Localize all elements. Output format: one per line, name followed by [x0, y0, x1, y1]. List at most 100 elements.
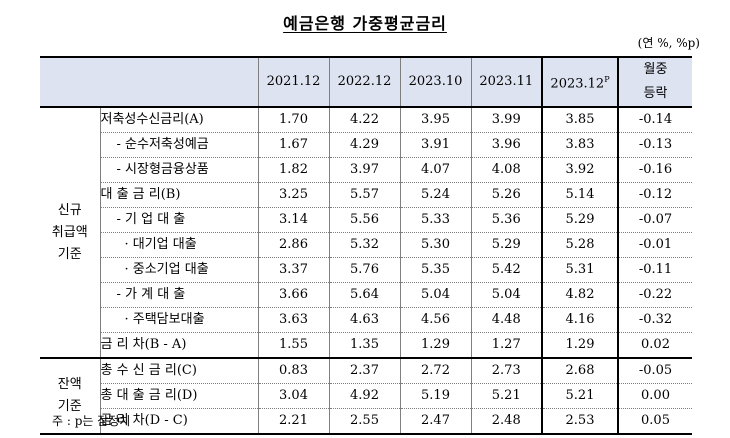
- value-cell: 2.86: [257, 232, 329, 258]
- value-cell: 5.56: [328, 207, 400, 233]
- value-cell: 4.29: [328, 132, 400, 158]
- value-cell: 5.04: [470, 282, 542, 308]
- value-cell: 5.42: [470, 257, 542, 283]
- value-cell: 2.55: [328, 408, 400, 435]
- change-cell: -0.22: [617, 282, 692, 308]
- value-cell-highlight: 1.29: [541, 332, 619, 359]
- value-cell: 1.29: [399, 332, 471, 359]
- value-cell: 4.08: [470, 157, 542, 183]
- value-cell: 5.04: [399, 282, 471, 308]
- group-label-line: 기준: [57, 399, 82, 414]
- value-cell: 1.55: [257, 332, 329, 359]
- table-row: 신규 취급액 기준 저축성수신금리(A) 1.70 4.22 3.95 3.99 3.85 -0.…: [40, 107, 692, 359]
- row-label: 저축성수신금리(A): [99, 107, 258, 133]
- header-corner: [40, 56, 258, 108]
- change-cell: 0.00: [617, 383, 692, 409]
- value-cell: 5.30: [399, 232, 471, 258]
- table-body: 신규 취급액 기준 저축성수신금리(A) 1.70 4.22 3.95 3.99 3.85 -0.…: [40, 107, 692, 435]
- change-cell: -0.05: [617, 358, 692, 384]
- header-row: 2021.12 2022.12 2023.10 2023.11 2023.12P…: [40, 56, 692, 108]
- change-cell: 0.02: [617, 332, 692, 359]
- table-title-text: 예금은행 가중평균금리: [283, 14, 447, 33]
- change-cell: -0.01: [617, 232, 692, 258]
- value-cell: 3.04: [257, 383, 329, 409]
- value-cell: 5.35: [399, 257, 471, 283]
- group-label-line: 기준: [57, 246, 82, 262]
- table-row: 잔액 기준 총 수 신 금 리(C) 0.83 2.37 2.72 2.73 2.68 -0.0…: [40, 358, 692, 435]
- value-cell: 4.07: [399, 157, 471, 183]
- value-cell: 3.63: [257, 307, 329, 333]
- change-cell: -0.16: [617, 157, 692, 183]
- row-label: 대 출 금 리(B): [99, 182, 258, 208]
- value-cell: 5.24: [399, 182, 471, 208]
- table-row: · 중소기업 대출 3.37 5.76 5.35 5.42 5.31 -0.11: [40, 257, 692, 283]
- table-row: 금 리 차(D - C) 2.21 2.55 2.47 2.48 2.53 0.05: [40, 408, 692, 435]
- value-cell: 1.82: [257, 157, 329, 183]
- table-row: 금 리 차(B - A) 1.55 1.35 1.29 1.27 1.29 0.02: [40, 332, 692, 359]
- value-cell: 3.95: [399, 107, 471, 133]
- value-cell: 5.29: [470, 232, 542, 258]
- value-cell: 4.63: [328, 307, 400, 333]
- value-cell: 1.70: [257, 107, 329, 133]
- table-title: 예금은행 가중평균금리: [0, 10, 730, 34]
- table-row: 총 대 출 금 리(D) 3.04 4.92 5.19 5.21 5.21 0.00: [40, 383, 692, 409]
- value-cell: 2.21: [257, 408, 329, 435]
- value-cell: 5.32: [328, 232, 400, 258]
- row-label: 총 수 신 금 리(C): [99, 358, 258, 384]
- interest-rate-table: 2021.12 2022.12 2023.10 2023.11 2023.12P…: [40, 56, 692, 435]
- group-label-line: 신규: [57, 202, 82, 218]
- group-label-line: 취급액: [51, 224, 88, 240]
- footnote: 주 : p는 잠정치: [52, 414, 131, 428]
- table-row: - 시장형금융상품 1.82 3.97 4.07 4.08 3.92 -0.16: [40, 157, 692, 183]
- value-cell: 3.96: [470, 132, 542, 158]
- value-cell: 2.72: [399, 358, 471, 384]
- value-cell-highlight: 5.21: [541, 383, 619, 409]
- value-cell-highlight: 5.14: [541, 182, 619, 208]
- value-cell: 1.35: [328, 332, 400, 359]
- header-change-line1: 월중: [643, 62, 668, 77]
- unit-label: (연 %, %p): [637, 36, 700, 50]
- row-label: - 가 계 대 출: [99, 282, 258, 308]
- header-2023-12-text: 2023.12: [550, 76, 605, 92]
- value-cell-highlight: 4.82: [541, 282, 619, 308]
- value-cell: 3.97: [328, 157, 400, 183]
- value-cell: 5.57: [328, 182, 400, 208]
- change-cell: -0.32: [617, 307, 692, 333]
- value-cell: 2.37: [328, 358, 400, 384]
- value-cell: 4.22: [328, 107, 400, 133]
- value-cell: 3.66: [257, 282, 329, 308]
- value-cell-highlight: 3.83: [541, 132, 619, 158]
- change-cell: 0.05: [617, 408, 692, 435]
- row-label: 금 리 차(D - C): [99, 408, 258, 435]
- value-cell-highlight: 2.68: [541, 358, 619, 384]
- value-cell: 1.67: [257, 132, 329, 158]
- row-label: 총 대 출 금 리(D): [99, 383, 258, 409]
- value-cell-highlight: 2.53: [541, 408, 619, 435]
- value-cell: 5.33: [399, 207, 471, 233]
- header-2023-11: 2023.11: [470, 56, 542, 108]
- header-2023-10: 2023.10: [399, 56, 471, 108]
- row-label: - 순수저축성예금: [99, 132, 258, 158]
- value-cell: 4.56: [399, 307, 471, 333]
- change-cell: -0.07: [617, 207, 692, 233]
- header-2023-12: 2023.12P: [541, 56, 619, 108]
- header-change-line2: 등락: [643, 86, 668, 101]
- table-row: - 기 업 대 출 3.14 5.56 5.33 5.36 5.29 -0.07: [40, 207, 692, 233]
- change-cell: -0.13: [617, 132, 692, 158]
- value-cell: 5.76: [328, 257, 400, 283]
- value-cell-highlight: 4.16: [541, 307, 619, 333]
- group-label-balance: 잔액 기준: [40, 358, 100, 435]
- row-label: 금 리 차(B - A): [99, 332, 258, 359]
- value-cell: 3.14: [257, 207, 329, 233]
- table-row: 대 출 금 리(B) 3.25 5.57 5.24 5.26 5.14 -0.12: [40, 182, 692, 208]
- value-cell: 0.83: [257, 358, 329, 384]
- value-cell: 5.36: [470, 207, 542, 233]
- value-cell-highlight: 3.92: [541, 157, 619, 183]
- value-cell: 5.64: [328, 282, 400, 308]
- row-label: · 대기업 대출: [99, 232, 258, 258]
- value-cell: 2.47: [399, 408, 471, 435]
- value-cell-highlight: 5.31: [541, 257, 619, 283]
- value-cell: 3.25: [257, 182, 329, 208]
- value-cell: 3.37: [257, 257, 329, 283]
